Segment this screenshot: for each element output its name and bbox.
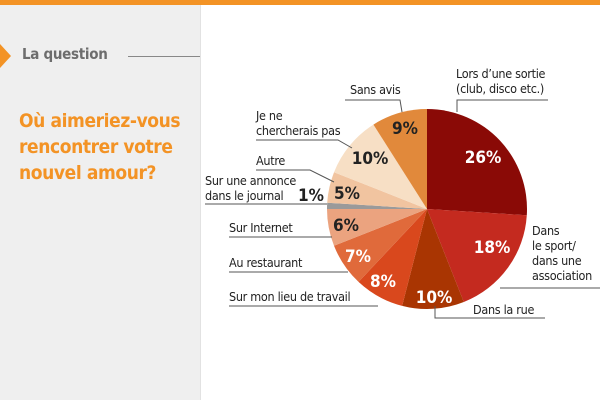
label-internet: Sur Internet <box>229 220 293 235</box>
leader-line <box>345 99 403 113</box>
question-title: Où aimeriez-vous rencontrer votre nouvel… <box>19 110 181 184</box>
label-rue: Dans la rue <box>473 302 535 317</box>
leader-line <box>256 139 353 149</box>
pie-slice <box>402 209 464 309</box>
label-ne-chercherais-pas: Je ne chercherais pas <box>256 108 341 138</box>
arrow-icon <box>0 44 11 68</box>
label-autre: Autre <box>256 153 285 168</box>
pie-slice <box>427 109 527 216</box>
question-panel <box>0 5 201 400</box>
pct-label: 10% <box>415 288 453 308</box>
pie-slice <box>327 172 427 209</box>
pct-label: 6% <box>333 216 359 236</box>
label-travail: Sur mon lieu de travail <box>229 289 351 304</box>
pct-label: 10% <box>351 149 389 169</box>
pct-label: 26% <box>464 148 502 168</box>
label-annonce: Sur une annonce dans le journal <box>205 173 296 203</box>
kicker-label: La question <box>22 45 108 63</box>
pie-slice <box>373 109 427 209</box>
pct-label: 9% <box>392 119 418 139</box>
top-accent-bar <box>0 0 600 5</box>
pct-label: 18% <box>473 238 511 258</box>
label-sport: Dans le sport/dans une association <box>532 223 592 283</box>
pct-label: 5% <box>334 184 360 204</box>
pie-slice <box>334 124 427 209</box>
pct-label: 7% <box>345 247 371 267</box>
pie-slice <box>358 209 427 306</box>
leader-line <box>456 99 548 112</box>
leader-lines <box>205 99 600 319</box>
pie-slice <box>327 202 427 209</box>
pie-slice <box>334 209 427 282</box>
label-restaurant: Au restaurant <box>229 255 303 270</box>
divider <box>128 56 200 57</box>
label-sans-avis: Sans avis <box>350 82 401 97</box>
leader-line <box>434 306 545 319</box>
pie-slice <box>327 209 427 246</box>
pct-label: 1% <box>298 186 324 206</box>
label-sortie: Lors d’une sortie (club, disco etc.) <box>456 66 546 96</box>
pie-slice <box>427 209 527 302</box>
leader-line <box>256 169 335 183</box>
pct-label: 8% <box>370 272 396 292</box>
